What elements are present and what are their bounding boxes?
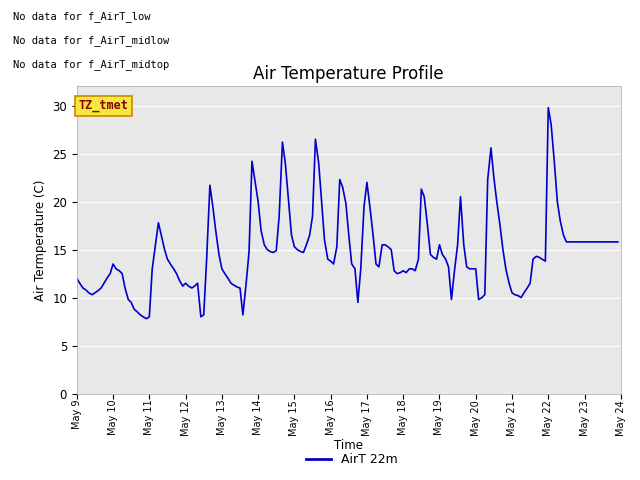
X-axis label: Time: Time <box>334 439 364 452</box>
Title: Air Temperature Profile: Air Temperature Profile <box>253 65 444 84</box>
Legend: AirT 22m: AirT 22m <box>301 448 403 471</box>
Text: No data for f_AirT_low: No data for f_AirT_low <box>13 11 150 22</box>
Text: No data for f_AirT_midlow: No data for f_AirT_midlow <box>13 35 169 46</box>
Y-axis label: Air Termperature (C): Air Termperature (C) <box>34 180 47 300</box>
Text: TZ_tmet: TZ_tmet <box>79 99 129 112</box>
Text: No data for f_AirT_midtop: No data for f_AirT_midtop <box>13 59 169 70</box>
